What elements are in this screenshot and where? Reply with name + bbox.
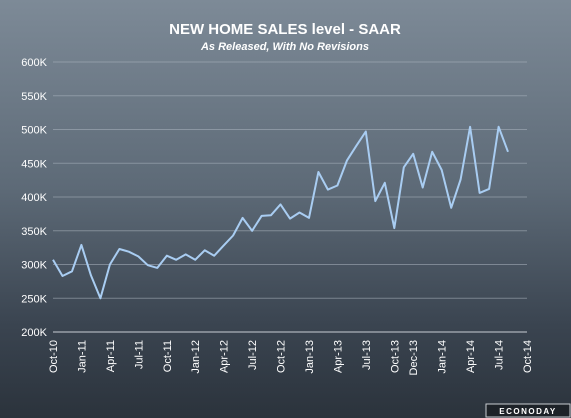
x-tick-label: Jan-13 xyxy=(304,340,316,374)
chart-subtitle: As Released, With No Revisions xyxy=(200,41,369,53)
x-tick-label: Oct-10 xyxy=(48,340,60,373)
econoday-logo: ECONODAY xyxy=(485,403,571,418)
x-tick-label: Oct-11 xyxy=(162,340,174,372)
x-tick-label: Jan-12 xyxy=(190,340,202,374)
x-tick-label: Dec-13 xyxy=(408,340,420,375)
y-tick-label: 300K xyxy=(21,260,47,272)
x-tick-label: Apr-12 xyxy=(219,340,231,373)
y-tick-label: 450K xyxy=(21,158,47,170)
x-tick-label: Oct-12 xyxy=(276,340,288,373)
x-tick-label: Jul-11 xyxy=(133,340,145,369)
y-tick-label: 350K xyxy=(21,226,47,238)
x-tick-label: Jan-11 xyxy=(76,340,88,373)
x-tick-label: Apr-14 xyxy=(465,340,477,373)
y-tick-label: 200K xyxy=(21,327,47,339)
x-tick-label: Apr-13 xyxy=(332,340,344,373)
x-tick-label: Jan-14 xyxy=(437,340,449,374)
x-tick-label: Oct-14 xyxy=(522,340,534,373)
y-tick-label: 550K xyxy=(21,91,47,103)
y-tick-label: 400K xyxy=(21,192,47,204)
logo-text: ECONODAY xyxy=(499,407,557,416)
y-tick-label: 250K xyxy=(21,293,47,305)
series-layer xyxy=(52,125,509,300)
x-tick-label: Jul-13 xyxy=(361,340,373,370)
x-tick-label: Oct-13 xyxy=(389,340,401,373)
series-line xyxy=(52,125,509,300)
x-tick-label: Jul-14 xyxy=(494,340,506,370)
logo-box xyxy=(485,403,571,418)
x-tick-label: Apr-11 xyxy=(105,340,117,372)
y-tick-label: 500K xyxy=(21,125,47,137)
y-tick-label: 600K xyxy=(21,57,47,69)
y-axis-ticks: 200K 250K 300K 350K 400K 450K 500K 550K 600K xyxy=(21,57,47,339)
x-tick-label: Jul-12 xyxy=(247,340,259,370)
grid-layer xyxy=(53,61,527,333)
x-axis-ticks: Oct-10 Jan-11 Apr-11 Jul-11 Oct-11 Jan-12 Apr-… xyxy=(48,340,534,375)
chart-title: NEW HOME SALES level - SAAR xyxy=(169,21,401,38)
